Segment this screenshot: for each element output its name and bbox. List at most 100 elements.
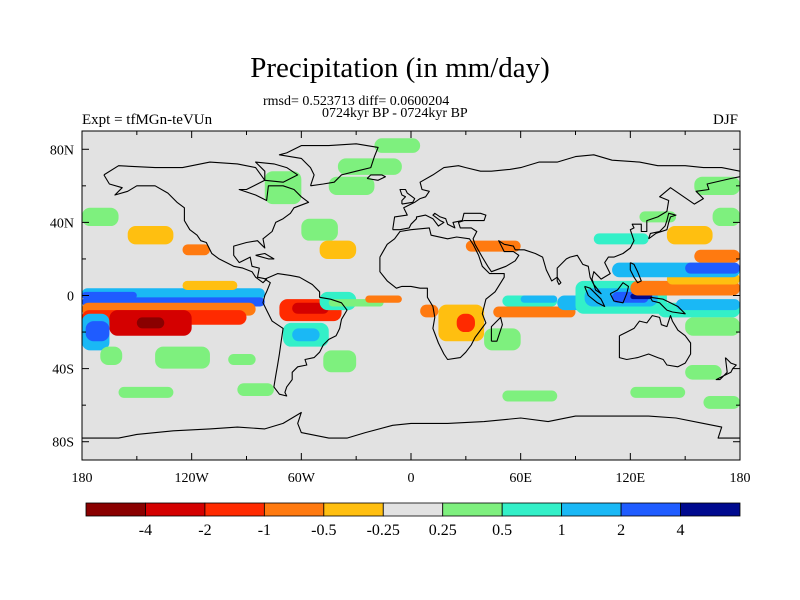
precip-cell: [493, 306, 576, 318]
precip-cell: [630, 386, 686, 398]
colorbar-swatch: [85, 502, 146, 517]
colorbar-swatch: [145, 502, 206, 517]
coastline-north-america: [103, 161, 310, 284]
coastline-africa: [379, 227, 505, 361]
coastline-australia: [618, 315, 692, 368]
coastlines: [82, 143, 740, 439]
coastline-antarctica: [82, 411, 740, 439]
precip-cell: [703, 396, 740, 409]
stats-line: rmsd= 0.523713 diff= 0.0600204: [263, 94, 450, 109]
colorbar-label: 0.5: [492, 522, 512, 539]
x-tick-label: 120W: [175, 471, 210, 486]
coastline-eurasia: [392, 154, 740, 295]
coastline-new-guinea: [649, 296, 686, 315]
y-tick-label: 40S: [52, 363, 74, 378]
colorbar-swatch: [442, 502, 503, 517]
colorbar-swatch: [620, 502, 681, 517]
colorbar-label: 4: [677, 522, 685, 539]
colorbar-swatch: [204, 502, 265, 517]
x-tick-label: 0: [408, 471, 415, 486]
x-tick-label: 60W: [288, 471, 316, 486]
precip-cell: [237, 383, 274, 397]
period-subtitle: 0724kyr BP - 0724kyr BP: [322, 106, 468, 121]
precip-cell: [155, 346, 210, 369]
precip-cell: [136, 317, 165, 329]
colorbar-label: -4: [139, 522, 152, 539]
coastline-new-zealand: [715, 357, 737, 381]
x-tick-label: 120E: [616, 471, 646, 486]
coastline-sri-lanka: [556, 276, 562, 286]
coastline-cuba: [255, 252, 275, 260]
precip-cell: [685, 262, 740, 274]
precip-cell: [694, 249, 740, 263]
colorbar-label: -2: [198, 522, 211, 539]
colorbar: [85, 502, 741, 517]
precip-cell: [301, 218, 338, 241]
y-tick-label: 80S: [52, 436, 74, 451]
colorbar-swatch: [680, 502, 741, 517]
coastline-iceland: [366, 174, 386, 181]
colorbar-label: 2: [617, 522, 625, 539]
coastline-sumatra: [584, 285, 606, 308]
colorbar-labels: -4 -2 -1 -0.5 -0.25 0.25 0.5 1 2 4: [139, 522, 685, 539]
precip-cell: [685, 364, 722, 380]
precip-cell: [520, 295, 558, 303]
coastline-borneo: [609, 282, 630, 304]
precip-cell: [712, 207, 740, 227]
precip-cell: [694, 176, 740, 195]
experiment-label: Expt = tfMGn-teVUn: [82, 112, 213, 128]
precip-cell: [328, 176, 375, 195]
coastline-greenland: [278, 143, 379, 187]
precip-cell: [593, 233, 649, 245]
precip-cell: [182, 244, 210, 256]
precip-cell: [465, 240, 521, 252]
precip-cell: [319, 240, 357, 259]
colorbar-swatch: [501, 502, 563, 517]
coastline-japan: [648, 212, 677, 240]
precip-cell: [676, 299, 740, 311]
precip-cell: [685, 317, 740, 336]
precip-cell: [82, 207, 119, 227]
precip-cell: [264, 171, 302, 205]
map-field: [82, 131, 740, 460]
x-tick-label: 180: [72, 471, 93, 486]
colorbar-swatch: [561, 502, 622, 517]
precip-cell: [100, 346, 123, 365]
x-tick-label: 180: [730, 471, 751, 486]
colorbar-label: -0.5: [311, 522, 336, 539]
precip-cell: [292, 328, 320, 342]
precip-cell: [365, 295, 402, 303]
colorbar-label: -1: [258, 522, 271, 539]
precip-cell: [323, 350, 357, 373]
precip-cell: [420, 304, 439, 318]
colorbar-label: -0.25: [367, 522, 400, 539]
precip-cell: [374, 138, 421, 153]
y-tick-label: 40N: [50, 216, 74, 231]
colorbar-label: 1: [558, 522, 566, 539]
precip-cell: [228, 353, 256, 365]
precip-cell: [182, 280, 238, 291]
precip-cell: [127, 226, 174, 245]
season-label: DJF: [713, 112, 739, 128]
y-tick-label: 80N: [50, 143, 74, 158]
colorbar-label: 0.25: [429, 522, 457, 539]
coastline-philippines: [629, 262, 642, 284]
chart-title: Precipitation (in mm/day): [250, 52, 550, 84]
coastline-britain: [399, 188, 416, 205]
colorbar-swatch: [382, 502, 444, 517]
coastline-baffin: [255, 161, 299, 183]
precip-cell: [337, 158, 402, 175]
x-axis: 180 120W 60W 0 60E 120E 180: [72, 131, 751, 486]
y-tick-label: 0: [67, 290, 74, 305]
coastline-madagascar: [490, 316, 503, 342]
precip-cell: [82, 291, 137, 300]
precip-cell: [118, 386, 174, 398]
precip-cell: [502, 390, 558, 402]
colorbar-swatch: [323, 502, 384, 517]
precip-cell: [666, 226, 713, 245]
precip-cell: [292, 302, 329, 314]
coastline-south-america: [262, 273, 348, 397]
colorbar-swatch: [263, 502, 325, 517]
precip-cell: [456, 313, 475, 333]
